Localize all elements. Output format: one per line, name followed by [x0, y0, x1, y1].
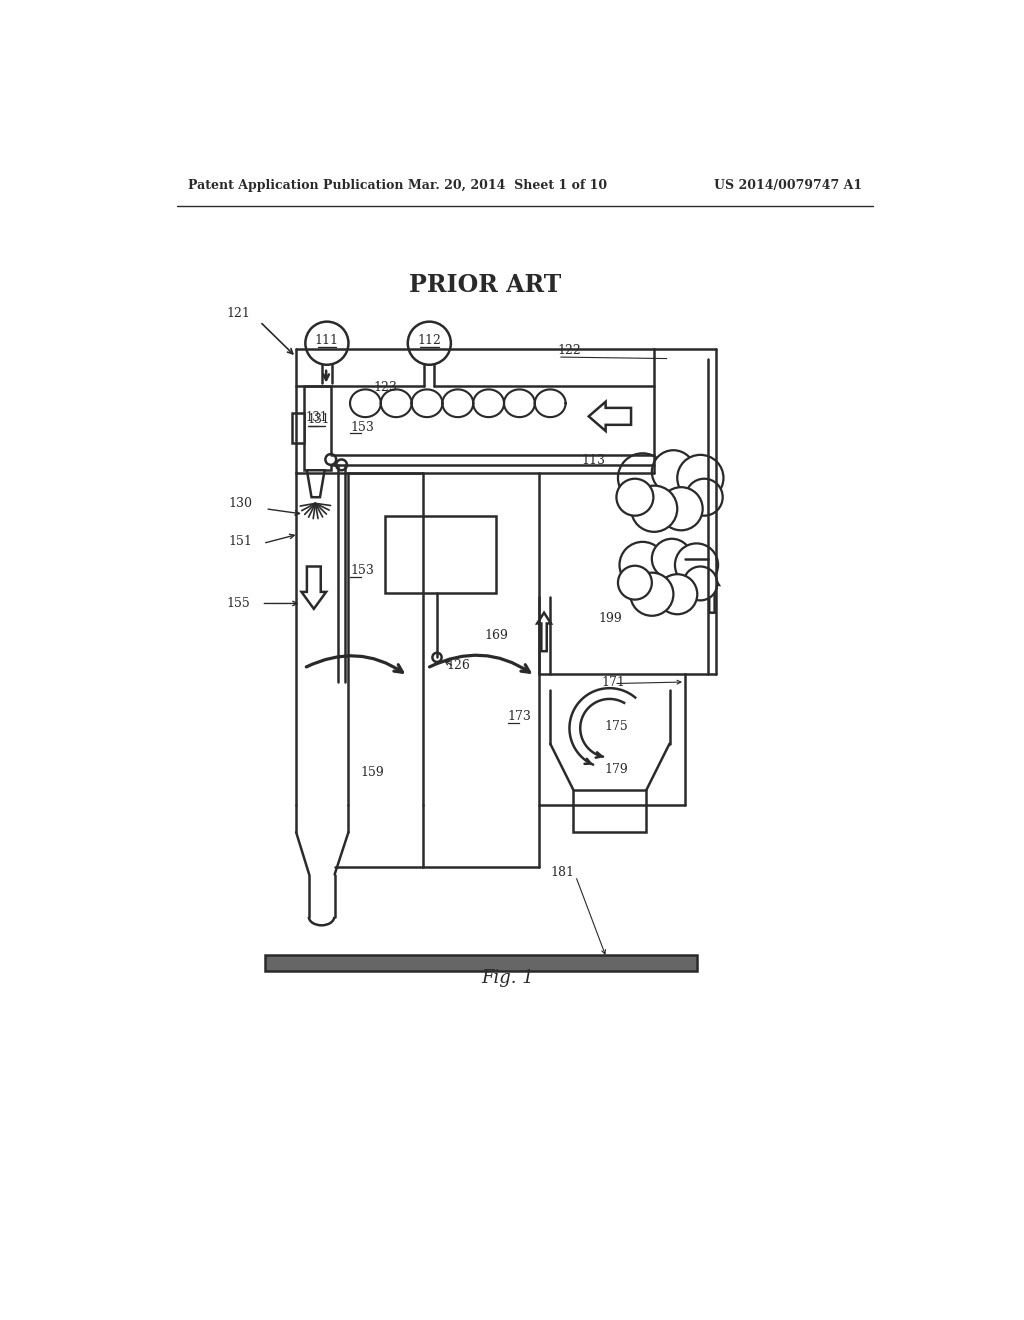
Circle shape [620, 541, 666, 589]
Circle shape [683, 566, 717, 601]
Bar [573, 789, 646, 832]
Bar [292, 413, 304, 444]
Text: 169: 169 [484, 630, 508, 643]
FancyArrow shape [589, 401, 631, 430]
Circle shape [659, 487, 702, 531]
Text: PRIOR ART: PRIOR ART [409, 273, 561, 297]
Text: 121: 121 [226, 308, 250, 321]
Circle shape [408, 322, 451, 364]
Text: 122: 122 [558, 345, 582, 358]
Text: 179: 179 [604, 763, 628, 776]
Bar [304, 385, 331, 470]
Circle shape [617, 566, 652, 599]
Bar [385, 516, 497, 594]
Circle shape [305, 322, 348, 364]
Text: 126: 126 [446, 659, 470, 672]
Text: 159: 159 [360, 767, 384, 779]
Text: Mar. 20, 2014  Sheet 1 of 10: Mar. 20, 2014 Sheet 1 of 10 [409, 178, 607, 191]
Circle shape [652, 450, 695, 494]
Text: 113: 113 [581, 454, 605, 467]
Text: 153: 153 [350, 421, 374, 434]
Circle shape [432, 653, 441, 663]
Text: 175: 175 [604, 721, 628, 733]
Text: 112: 112 [418, 334, 441, 347]
Polygon shape [307, 470, 325, 498]
Text: 123: 123 [373, 381, 397, 395]
Circle shape [677, 455, 724, 502]
Circle shape [336, 459, 347, 470]
Text: 155: 155 [226, 597, 250, 610]
FancyArrow shape [705, 574, 719, 612]
FancyArrow shape [301, 566, 326, 609]
Circle shape [657, 574, 697, 614]
Bar [265, 956, 696, 970]
Text: 181: 181 [550, 866, 574, 879]
Text: 111: 111 [315, 334, 339, 347]
Text: 199: 199 [599, 612, 623, 626]
Circle shape [631, 573, 674, 615]
Text: 173: 173 [508, 710, 531, 723]
FancyArrow shape [538, 612, 551, 651]
Text: 131: 131 [306, 412, 328, 425]
Circle shape [631, 486, 677, 532]
Text: 131: 131 [307, 413, 330, 426]
Circle shape [616, 479, 653, 516]
Text: US 2014/0079747 A1: US 2014/0079747 A1 [714, 178, 862, 191]
Text: 171: 171 [602, 676, 626, 689]
Text: 130: 130 [228, 496, 252, 510]
Circle shape [686, 479, 723, 516]
Text: Patent Application Publication: Patent Application Publication [188, 178, 403, 191]
Text: 151: 151 [228, 536, 252, 548]
Circle shape [675, 544, 718, 586]
Text: 153: 153 [350, 564, 374, 577]
Circle shape [326, 454, 336, 465]
Circle shape [617, 453, 668, 503]
Text: Fig. 1: Fig. 1 [481, 969, 535, 987]
Circle shape [652, 539, 692, 579]
